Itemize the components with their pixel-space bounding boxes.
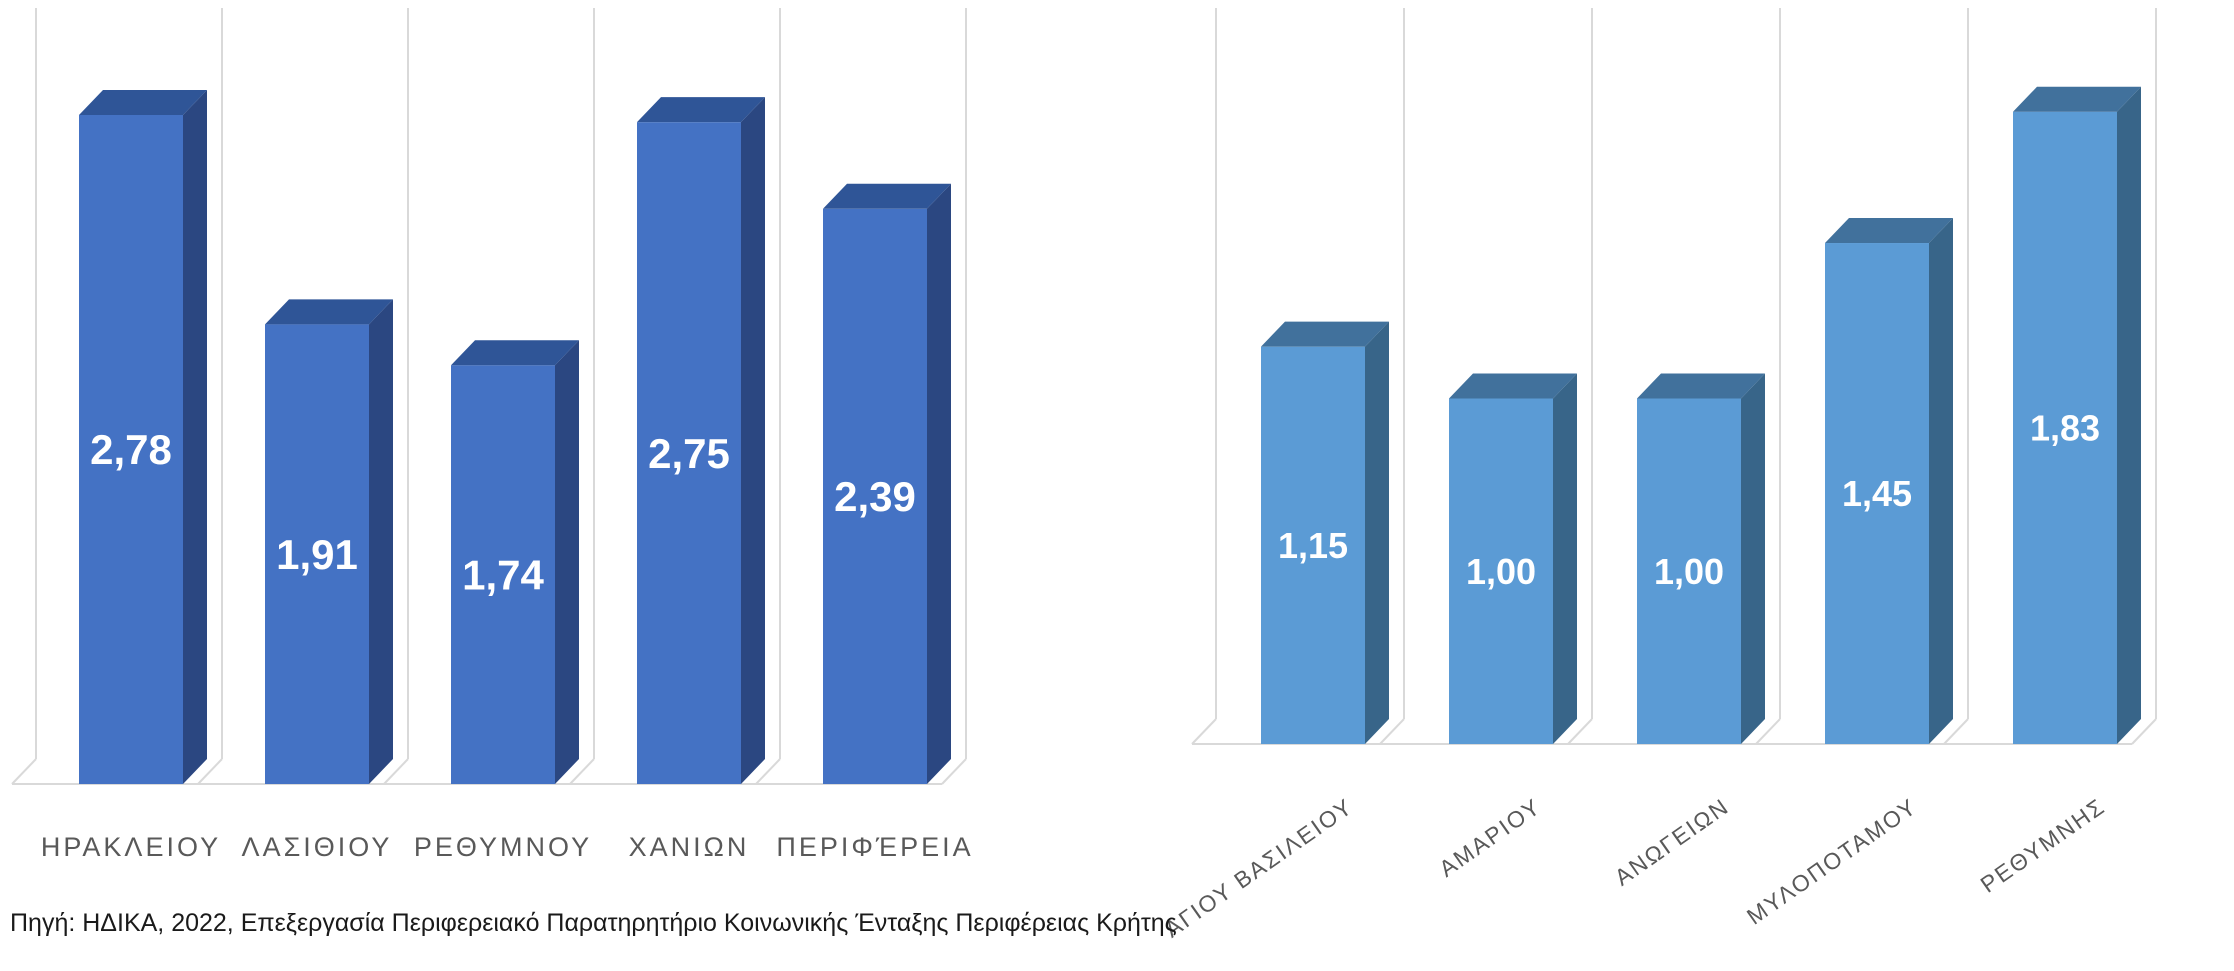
floor-line [569, 758, 595, 785]
bar-top [1449, 373, 1577, 399]
bar-4: 1,45 [1825, 218, 1953, 744]
category-label: ΜΥΛΟΠΟΤΑΜΟΥ [1742, 793, 1922, 930]
bar-side [1741, 373, 1765, 744]
data-label: 2,39 [834, 473, 916, 520]
bar-side [1929, 218, 1953, 744]
bar-side [2117, 86, 2141, 745]
floor-line [383, 758, 409, 785]
bar-front [1261, 346, 1365, 744]
bar-front [79, 114, 183, 785]
data-label: 1,45 [1842, 473, 1912, 514]
data-label: 1,00 [1654, 551, 1724, 592]
bar-5: 1,83 [2013, 86, 2141, 745]
bars: 1,15 1,00 1,00 1,45 1,83 [1261, 86, 2141, 745]
bar-5: 2,39 [823, 183, 951, 785]
floor-line [755, 758, 781, 785]
floor-line [941, 758, 967, 785]
bar-3: 1,74 [451, 340, 579, 784]
bar-top [79, 89, 207, 115]
bar-1: 2,78 [79, 89, 207, 785]
floor-line [197, 758, 223, 785]
data-label: 1,15 [1278, 525, 1348, 566]
bar-top [637, 97, 765, 123]
bar-side [1553, 373, 1577, 744]
bar-front [637, 122, 741, 784]
bar-top [451, 340, 579, 366]
category-label: ΑΝΩΓΕΙΩΝ [1610, 793, 1734, 891]
bar-front [1825, 243, 1929, 744]
category-label: ΑΜΑΡΙΟΥ [1434, 793, 1546, 882]
floor-line [1943, 718, 1969, 745]
data-label: 1,74 [462, 551, 544, 598]
bar-1: 1,15 [1261, 321, 1389, 744]
bar-side [927, 183, 951, 785]
bar-side [183, 89, 207, 785]
bar-top [1261, 321, 1389, 347]
floor-line [1191, 718, 1217, 745]
bar-front [451, 365, 555, 784]
floor-line [1567, 718, 1593, 745]
data-label: 2,78 [90, 426, 172, 473]
category-label: ΡΕΘΥΜΝΗΣ [1976, 793, 2110, 898]
bar-2: 1,91 [265, 299, 393, 784]
floor-line [1755, 718, 1781, 745]
floor-line [1379, 718, 1405, 745]
bar-top [265, 299, 393, 325]
source-note: Πηγή: ΗΔΙΚΑ, 2022, Επεξεργασία Περιφερει… [10, 909, 1177, 937]
bar-2: 1,00 [1449, 373, 1577, 744]
bar-top [1637, 373, 1765, 399]
bar-side [741, 97, 765, 784]
bar-4: 2,75 [637, 97, 765, 784]
data-label: 2,75 [648, 430, 730, 477]
bar-front [2013, 111, 2117, 745]
bar-side [1365, 321, 1389, 744]
bars: 2,78 1,91 1,74 2,75 2,39 [79, 89, 951, 785]
bar-front [823, 208, 927, 785]
bar-front [1637, 398, 1741, 744]
bar-top [823, 183, 951, 209]
bar-front [265, 324, 369, 784]
bar-side [555, 340, 579, 784]
category-label: ΧΑΝΙΩΝ [629, 832, 750, 862]
bar-front [1449, 398, 1553, 744]
bar-side [369, 299, 393, 784]
category-label: ΡΕΘΥΜΝΟΥ [414, 832, 592, 862]
category-label: ΗΡΑΚΛΕΙΟΥ [41, 832, 221, 862]
data-label: 1,00 [1466, 551, 1536, 592]
category-label: ΠΕΡΙΦΈΡΕΙΑ [776, 832, 973, 862]
floor-line [11, 758, 37, 785]
bar-3: 1,00 [1637, 373, 1765, 744]
bar-top [1825, 218, 1953, 244]
data-label: 1,91 [276, 531, 358, 578]
floor-line [2131, 718, 2157, 745]
category-label: ΛΑΣΙΘΙΟΥ [242, 832, 393, 862]
data-label: 1,83 [2030, 407, 2100, 448]
category-label: ΑΓΙΟΥ ΒΑΣΙΛΕΙΟΥ [1160, 793, 1358, 943]
bar-top [2013, 86, 2141, 112]
